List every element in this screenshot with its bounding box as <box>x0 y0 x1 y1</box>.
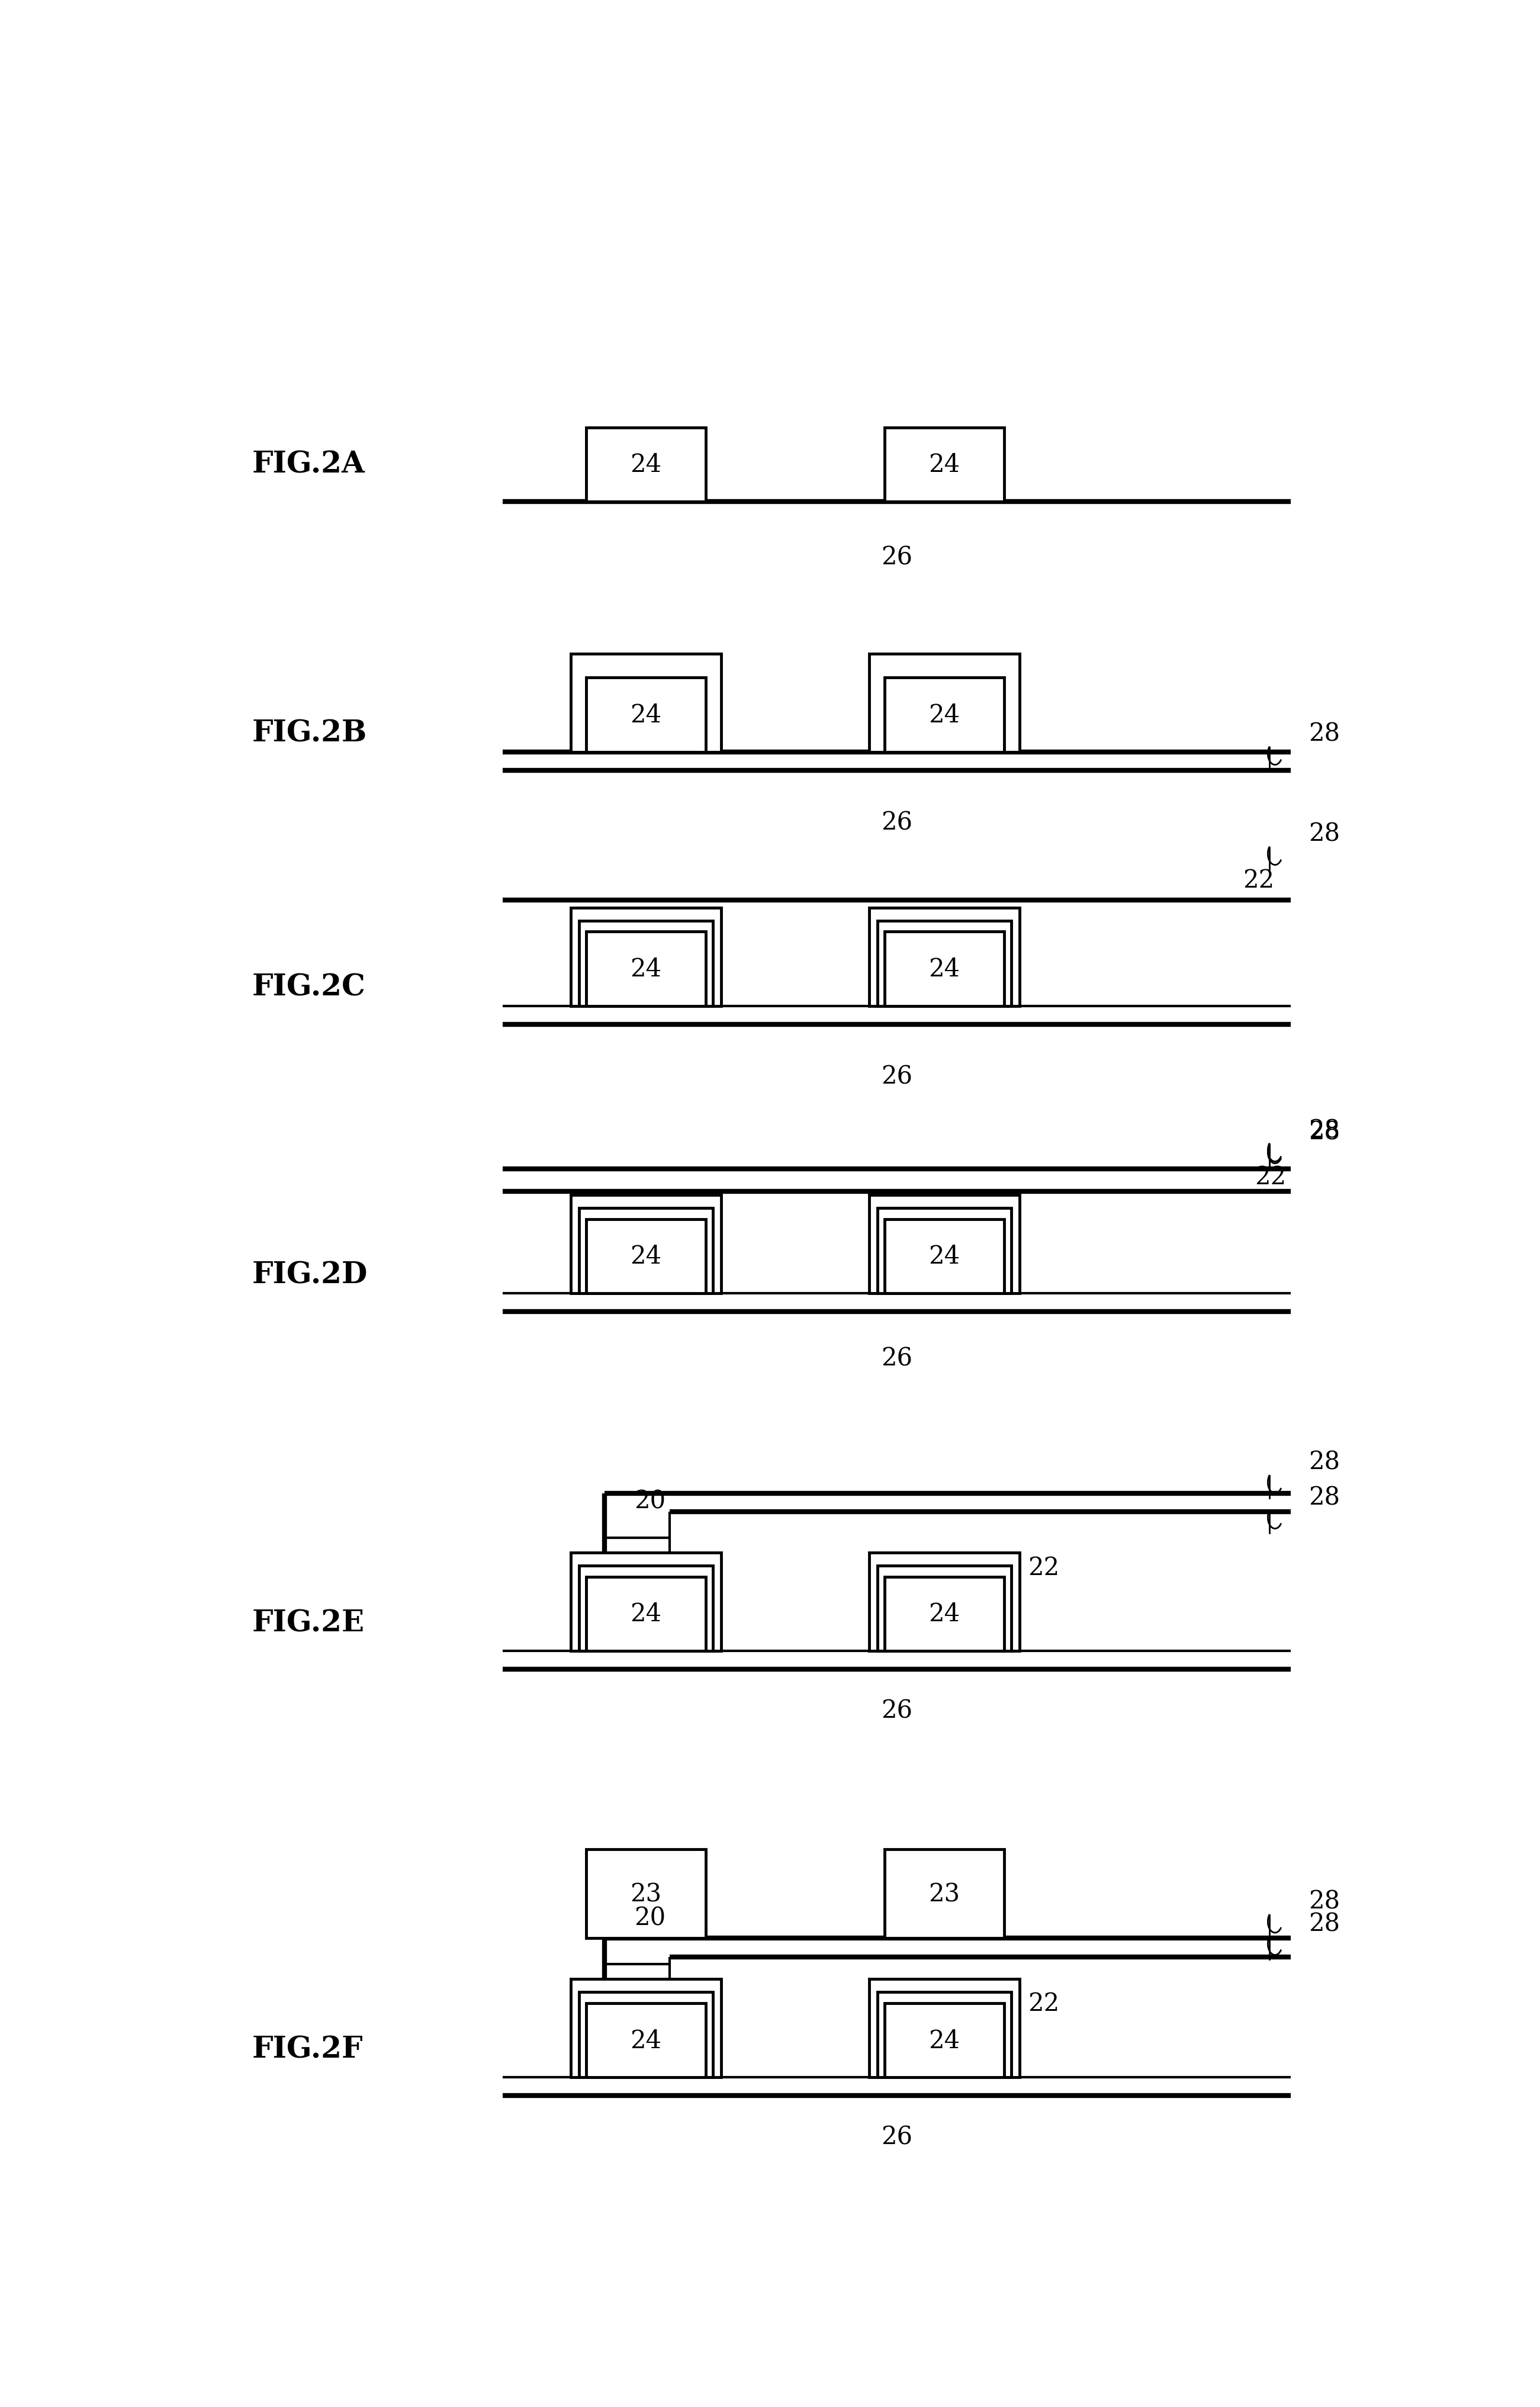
Bar <box>571 1196 721 1293</box>
Bar <box>587 1849 705 1938</box>
Bar <box>869 1553 1019 1651</box>
Text: 24: 24 <box>929 2027 959 2053</box>
Bar <box>878 1567 1012 1651</box>
Bar <box>869 1979 1019 2077</box>
Text: 22: 22 <box>1029 1991 1060 2015</box>
Bar <box>878 922 1012 1006</box>
Text: 24: 24 <box>630 1601 662 1627</box>
Text: 26: 26 <box>881 1064 912 1088</box>
Bar <box>884 679 1004 751</box>
Text: 24: 24 <box>630 956 662 982</box>
Text: 24: 24 <box>929 1244 959 1268</box>
Bar <box>587 428 705 503</box>
Text: 24: 24 <box>630 1244 662 1268</box>
Text: 22: 22 <box>1255 1165 1286 1189</box>
Text: 28: 28 <box>1309 1911 1340 1935</box>
Text: FIG.2E: FIG.2E <box>253 1608 365 1637</box>
Text: 26: 26 <box>881 2125 912 2149</box>
Text: 26: 26 <box>881 1346 912 1370</box>
Bar <box>884 932 1004 1006</box>
Bar <box>587 679 705 751</box>
Text: 24: 24 <box>929 956 959 982</box>
Bar <box>587 1220 705 1293</box>
Text: 24: 24 <box>630 703 662 727</box>
Text: 24: 24 <box>929 453 959 477</box>
Text: 28: 28 <box>1309 1117 1340 1143</box>
Text: 26: 26 <box>881 811 912 835</box>
Text: FIG.2B: FIG.2B <box>253 720 367 749</box>
Text: 26: 26 <box>881 1697 912 1723</box>
Text: 23: 23 <box>630 1882 662 1906</box>
Bar <box>579 1567 713 1651</box>
Bar <box>884 1577 1004 1651</box>
Bar <box>884 1220 1004 1293</box>
Text: 23: 23 <box>929 1882 959 1906</box>
Text: 20: 20 <box>634 1906 665 1930</box>
Text: 22: 22 <box>1243 867 1274 893</box>
Text: FIG.2A: FIG.2A <box>253 450 365 479</box>
Text: 24: 24 <box>630 2027 662 2053</box>
Text: 20: 20 <box>634 1488 665 1514</box>
Bar <box>587 932 705 1006</box>
Bar <box>869 655 1019 751</box>
Bar <box>571 1553 721 1651</box>
Bar <box>579 922 713 1006</box>
Bar <box>878 1208 1012 1293</box>
Text: FIG.2F: FIG.2F <box>253 2034 363 2065</box>
Text: 28: 28 <box>1309 1449 1340 1475</box>
Text: 28: 28 <box>1309 821 1340 847</box>
Bar <box>571 1979 721 2077</box>
Bar <box>869 1196 1019 1293</box>
Bar <box>579 1993 713 2077</box>
Text: 28: 28 <box>1309 1119 1340 1146</box>
Text: 28: 28 <box>1309 722 1340 746</box>
Text: FIG.2D: FIG.2D <box>253 1261 368 1290</box>
Bar <box>878 1993 1012 2077</box>
Text: 24: 24 <box>630 453 662 477</box>
Text: 28: 28 <box>1309 1485 1340 1509</box>
Bar <box>884 2003 1004 2077</box>
Text: 22: 22 <box>1029 1555 1060 1579</box>
Bar <box>571 655 721 751</box>
Text: 26: 26 <box>881 544 912 570</box>
Bar <box>587 2003 705 2077</box>
Bar <box>869 907 1019 1006</box>
Bar <box>884 428 1004 503</box>
Text: 24: 24 <box>929 703 959 727</box>
Text: 28: 28 <box>1309 1889 1340 1914</box>
Text: 24: 24 <box>929 1601 959 1627</box>
Bar <box>587 1577 705 1651</box>
Bar <box>884 1849 1004 1938</box>
Text: FIG.2C: FIG.2C <box>253 972 367 1001</box>
Bar <box>579 1208 713 1293</box>
Bar <box>571 907 721 1006</box>
